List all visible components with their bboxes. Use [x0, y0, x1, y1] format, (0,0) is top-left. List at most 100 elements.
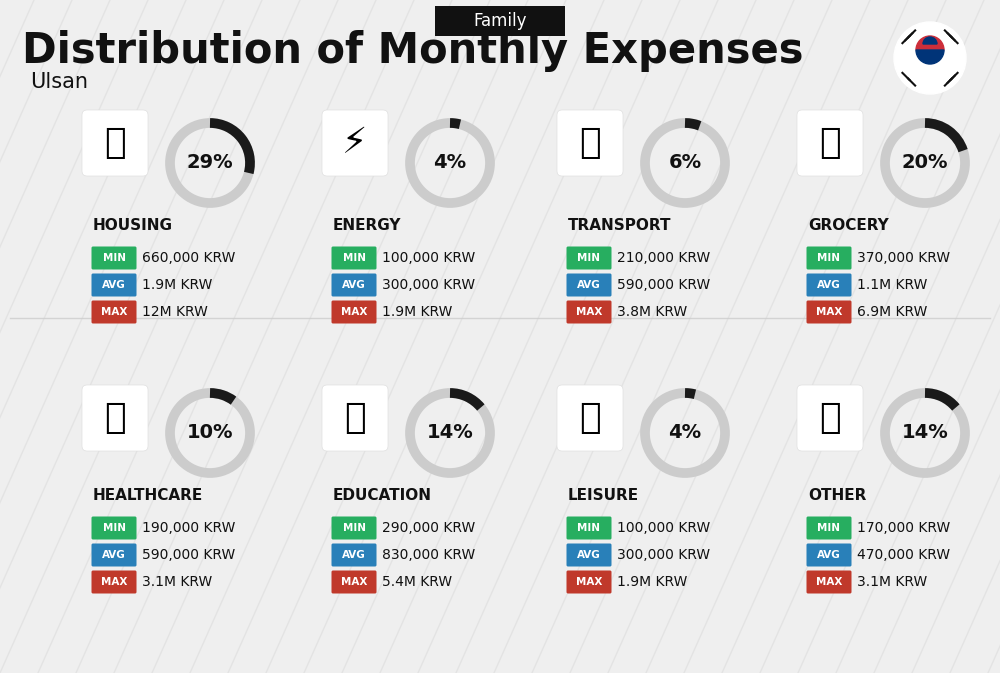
Text: 1.9M KRW: 1.9M KRW	[142, 278, 212, 292]
Text: 🏢: 🏢	[104, 126, 126, 160]
Text: 190,000 KRW: 190,000 KRW	[142, 521, 235, 535]
FancyBboxPatch shape	[92, 516, 136, 540]
Text: 12M KRW: 12M KRW	[142, 305, 208, 319]
FancyBboxPatch shape	[806, 273, 852, 297]
Text: 3.8M KRW: 3.8M KRW	[617, 305, 687, 319]
Text: AVG: AVG	[102, 550, 126, 560]
Text: 14%: 14%	[902, 423, 948, 443]
Text: LEISURE: LEISURE	[568, 487, 639, 503]
Text: AVG: AVG	[102, 280, 126, 290]
Wedge shape	[923, 37, 937, 44]
FancyBboxPatch shape	[797, 385, 863, 451]
Wedge shape	[916, 36, 944, 50]
Text: 20%: 20%	[902, 153, 948, 172]
FancyBboxPatch shape	[82, 110, 148, 176]
Text: HOUSING: HOUSING	[93, 217, 173, 232]
Text: 3.1M KRW: 3.1M KRW	[142, 575, 212, 589]
Text: MIN: MIN	[818, 523, 840, 533]
FancyBboxPatch shape	[806, 516, 852, 540]
Text: TRANSPORT: TRANSPORT	[568, 217, 672, 232]
FancyBboxPatch shape	[566, 273, 612, 297]
Text: 370,000 KRW: 370,000 KRW	[857, 251, 950, 265]
Text: 🩺: 🩺	[104, 401, 126, 435]
Text: 300,000 KRW: 300,000 KRW	[382, 278, 475, 292]
FancyBboxPatch shape	[322, 385, 388, 451]
Text: MIN: MIN	[578, 523, 600, 533]
Text: 170,000 KRW: 170,000 KRW	[857, 521, 950, 535]
Text: MIN: MIN	[578, 253, 600, 263]
Text: GROCERY: GROCERY	[808, 217, 889, 232]
Text: 1.9M KRW: 1.9M KRW	[382, 305, 452, 319]
Text: 5.4M KRW: 5.4M KRW	[382, 575, 452, 589]
Text: 🚌: 🚌	[579, 126, 601, 160]
Text: AVG: AVG	[817, 280, 841, 290]
FancyBboxPatch shape	[566, 516, 612, 540]
Text: AVG: AVG	[342, 280, 366, 290]
FancyBboxPatch shape	[435, 6, 565, 36]
Text: 6.9M KRW: 6.9M KRW	[857, 305, 927, 319]
Text: 300,000 KRW: 300,000 KRW	[617, 548, 710, 562]
Text: 🛒: 🛒	[819, 126, 841, 160]
Text: MAX: MAX	[101, 577, 127, 587]
FancyBboxPatch shape	[92, 273, 136, 297]
Text: MAX: MAX	[576, 577, 602, 587]
Text: 4%: 4%	[668, 423, 702, 443]
FancyBboxPatch shape	[566, 544, 612, 567]
Text: 290,000 KRW: 290,000 KRW	[382, 521, 475, 535]
Text: ⚡: ⚡	[342, 126, 368, 160]
Text: MAX: MAX	[341, 577, 367, 587]
Text: 660,000 KRW: 660,000 KRW	[142, 251, 235, 265]
Text: 470,000 KRW: 470,000 KRW	[857, 548, 950, 562]
FancyBboxPatch shape	[566, 246, 612, 269]
Text: MIN: MIN	[818, 253, 840, 263]
Wedge shape	[923, 49, 937, 56]
Text: EDUCATION: EDUCATION	[333, 487, 432, 503]
FancyBboxPatch shape	[332, 301, 376, 324]
Text: MAX: MAX	[816, 577, 842, 587]
FancyBboxPatch shape	[82, 385, 148, 451]
Text: MIN: MIN	[342, 523, 366, 533]
Text: 10%: 10%	[187, 423, 233, 443]
Text: 1.9M KRW: 1.9M KRW	[617, 575, 687, 589]
Text: AVG: AVG	[817, 550, 841, 560]
Circle shape	[894, 22, 966, 94]
Text: 14%: 14%	[427, 423, 473, 443]
FancyBboxPatch shape	[322, 110, 388, 176]
FancyBboxPatch shape	[332, 571, 376, 594]
Text: 100,000 KRW: 100,000 KRW	[382, 251, 475, 265]
Text: MIN: MIN	[103, 523, 126, 533]
FancyBboxPatch shape	[806, 246, 852, 269]
FancyBboxPatch shape	[806, 544, 852, 567]
FancyBboxPatch shape	[557, 110, 623, 176]
Text: 💼: 💼	[819, 401, 841, 435]
Text: MIN: MIN	[103, 253, 126, 263]
FancyBboxPatch shape	[92, 301, 136, 324]
FancyBboxPatch shape	[566, 301, 612, 324]
FancyBboxPatch shape	[806, 571, 852, 594]
Text: AVG: AVG	[342, 550, 366, 560]
Text: Ulsan: Ulsan	[30, 72, 88, 92]
Text: 4%: 4%	[433, 153, 467, 172]
Text: 29%: 29%	[187, 153, 233, 172]
Text: AVG: AVG	[577, 280, 601, 290]
Text: MIN: MIN	[342, 253, 366, 263]
FancyBboxPatch shape	[332, 544, 376, 567]
Text: OTHER: OTHER	[808, 487, 866, 503]
FancyBboxPatch shape	[797, 110, 863, 176]
Text: 3.1M KRW: 3.1M KRW	[857, 575, 927, 589]
Text: 6%: 6%	[668, 153, 702, 172]
Wedge shape	[916, 50, 944, 64]
FancyBboxPatch shape	[92, 544, 136, 567]
Wedge shape	[923, 56, 937, 63]
Text: 1.1M KRW: 1.1M KRW	[857, 278, 927, 292]
Text: Distribution of Monthly Expenses: Distribution of Monthly Expenses	[22, 30, 804, 72]
Text: 100,000 KRW: 100,000 KRW	[617, 521, 710, 535]
Text: 🛍: 🛍	[579, 401, 601, 435]
FancyBboxPatch shape	[806, 301, 852, 324]
FancyBboxPatch shape	[332, 516, 376, 540]
Text: 🎓: 🎓	[344, 401, 366, 435]
Text: 590,000 KRW: 590,000 KRW	[142, 548, 235, 562]
FancyBboxPatch shape	[566, 571, 612, 594]
Text: MAX: MAX	[816, 307, 842, 317]
Text: MAX: MAX	[101, 307, 127, 317]
